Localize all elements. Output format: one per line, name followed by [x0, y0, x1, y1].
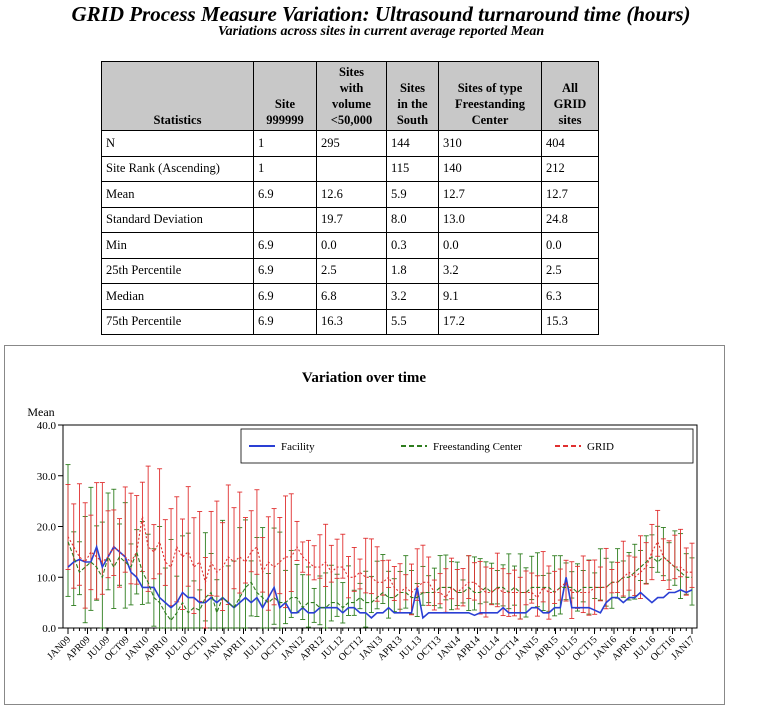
table-cell: 5.5	[386, 308, 439, 335]
table-row: 25th Percentile 6.9 2.5 1.8 3.2 2.5	[101, 257, 599, 284]
table-row: 75th Percentile 6.9 16.3 5.5 17.2 15.3	[101, 308, 599, 335]
table-cell: 5.9	[386, 181, 439, 208]
table-cell: 310	[438, 130, 542, 157]
y-tick-label: 20.0	[37, 522, 57, 534]
table-cell: 16.3	[316, 308, 387, 335]
table-cell: 6.9	[253, 181, 317, 208]
table-cell: 404	[541, 130, 599, 157]
y-tick-label: 10.0	[37, 572, 57, 584]
table-cell: 144	[386, 130, 439, 157]
row-label: Min	[101, 232, 254, 259]
table-cell: 3.2	[386, 283, 439, 310]
table-row: Standard Deviation 19.7 8.0 13.0 24.8	[101, 206, 599, 233]
row-label: Mean	[101, 181, 254, 208]
table-cell: 12.7	[541, 181, 599, 208]
series-line-facility	[67, 544, 693, 620]
table-cell: 115	[386, 155, 439, 182]
table-cell: 6.8	[316, 283, 387, 310]
table-cell: 24.8	[541, 206, 599, 233]
table-cell: 0.0	[316, 232, 387, 259]
y-tick-label: 30.0	[37, 471, 57, 483]
table-cell: 8.0	[386, 206, 439, 233]
row-label: Standard Deviation	[101, 206, 254, 233]
series-line-freestanding-center	[67, 541, 692, 622]
header-south: Sites in the South	[386, 61, 439, 131]
y-tick-label: 0.0	[42, 623, 56, 635]
y-axis-label: Mean	[27, 405, 54, 419]
header-freestanding: Sites of type Freestanding Center	[438, 61, 542, 131]
table-cell: 1.8	[386, 257, 439, 284]
legend-label: GRID	[587, 441, 614, 453]
table-cell: 6.9	[253, 257, 317, 284]
table-cell: 12.6	[316, 181, 387, 208]
table-row: Site Rank (Ascending) 1 115 140 212	[101, 155, 599, 182]
variation-chart-panel: Variation over time Mean 0.0 10.0 20.0 30.0 40…	[4, 345, 725, 705]
report-title: GRID Process Measure Variation: Ultrasou…	[71, 2, 691, 26]
table-row: Median 6.9 6.8 3.2 9.1 6.3	[101, 283, 599, 310]
header-small-volume: Sites with volume <50,000	[316, 61, 387, 131]
table-cell: 295	[316, 130, 387, 157]
table-cell: 12.7	[438, 181, 542, 208]
statistics-table: Statistics Site 999999 Sites with volume <50…	[101, 61, 599, 335]
variation-chart: Variation over time Mean 0.0 10.0 20.0 30.0 40…	[27, 370, 698, 663]
row-label: 75th Percentile	[101, 308, 254, 335]
legend-label: Facility	[281, 441, 315, 453]
table-cell: 140	[438, 155, 542, 182]
table-cell: 6.3	[541, 283, 599, 310]
table-cell: 9.1	[438, 283, 542, 310]
y-tick-label: 40.0	[37, 420, 57, 432]
table-cell: 17.2	[438, 308, 542, 335]
table-cell: 1	[253, 155, 317, 182]
row-label: 25th Percentile	[101, 257, 254, 284]
row-label: N	[101, 130, 254, 157]
header-statistics: Statistics	[101, 61, 254, 131]
table-cell: 19.7	[316, 206, 387, 233]
table-row: Mean 6.9 12.6 5.9 12.7 12.7	[101, 181, 599, 208]
table-cell: 6.9	[253, 232, 317, 259]
table-cell: 13.0	[438, 206, 542, 233]
header-site: Site 999999	[253, 61, 317, 131]
table-cell: 0.0	[438, 232, 542, 259]
table-cell: 2.5	[541, 257, 599, 284]
row-label: Median	[101, 283, 254, 310]
legend-box	[240, 428, 694, 464]
table-cell: 6.9	[253, 283, 317, 310]
table-cell	[316, 155, 387, 182]
chart-title: Variation over time	[302, 370, 426, 386]
table-cell: 0.3	[386, 232, 439, 259]
header-all-grid: All GRID sites	[541, 61, 599, 131]
table-cell: 212	[541, 155, 599, 182]
table-row: Min 6.9 0.0 0.3 0.0 0.0	[101, 232, 599, 259]
table-cell: 6.9	[253, 308, 317, 335]
table-cell: 1	[253, 130, 317, 157]
table-cell: 0.0	[541, 232, 599, 259]
table-cell: 15.3	[541, 308, 599, 335]
legend: Facility Freestanding Center GRID	[240, 428, 694, 464]
legend-label: Freestanding Center	[433, 441, 522, 453]
report-subtitle: Variations across sites in current avera…	[217, 24, 545, 39]
table-row: N 1 295 144 310 404	[101, 130, 599, 157]
row-label: Site Rank (Ascending)	[101, 155, 254, 182]
table-header-row: Statistics Site 999999 Sites with volume <50…	[101, 61, 599, 131]
table-cell	[253, 206, 317, 233]
table-cell: 3.2	[438, 257, 542, 284]
series-line-grid	[67, 516, 692, 599]
table-cell: 2.5	[316, 257, 387, 284]
